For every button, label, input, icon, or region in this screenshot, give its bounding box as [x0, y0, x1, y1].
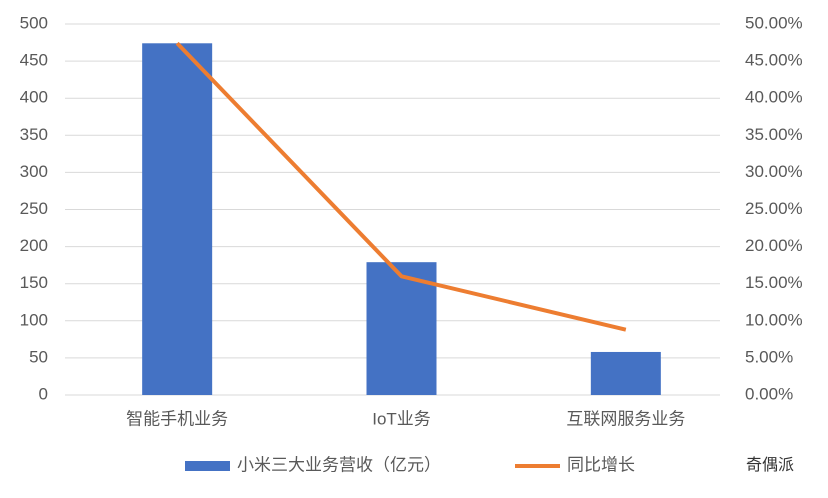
y-tick-label: 200 — [20, 236, 48, 255]
y-tick-label: 400 — [20, 88, 48, 107]
y2-tick-label: 10.00% — [745, 310, 803, 329]
y-tick-label: 300 — [20, 162, 48, 181]
x-tick-label: 互联网服务业务 — [566, 409, 685, 428]
y2-tick-label: 30.00% — [745, 162, 803, 181]
y-tick-label: 100 — [20, 310, 48, 329]
y-tick-label: 450 — [20, 51, 48, 70]
legend-swatch — [185, 461, 230, 471]
y-tick-label: 350 — [20, 125, 48, 144]
y2-tick-label: 15.00% — [745, 273, 803, 292]
y-tick-label: 0 — [39, 384, 48, 403]
y2-tick-label: 20.00% — [745, 236, 803, 255]
line — [175, 41, 627, 332]
watermark: 奇偶派 — [746, 456, 794, 474]
x-tick-label: IoT业务 — [372, 409, 431, 428]
bar — [142, 43, 213, 396]
legend-label: 同比增长 — [567, 455, 635, 474]
y2-tick-label: 35.00% — [745, 125, 803, 144]
y-tick-label: 500 — [20, 13, 48, 32]
y2-tick-label: 50.00% — [745, 13, 803, 32]
legend-label: 小米三大业务营收（亿元） — [237, 455, 441, 474]
bar — [366, 262, 437, 395]
y2-tick-label: 45.00% — [745, 51, 803, 70]
y2-tick-label: 0.00% — [745, 384, 793, 403]
x-tick-label: 智能手机业务 — [126, 409, 228, 428]
y-tick-label: 150 — [20, 273, 48, 292]
y2-tick-label: 5.00% — [745, 347, 793, 366]
y-tick-label: 50 — [29, 347, 48, 366]
y2-tick-label: 40.00% — [745, 88, 803, 107]
y2-tick-label: 25.00% — [745, 199, 803, 218]
bar — [590, 351, 661, 395]
y-tick-label: 250 — [20, 199, 48, 218]
